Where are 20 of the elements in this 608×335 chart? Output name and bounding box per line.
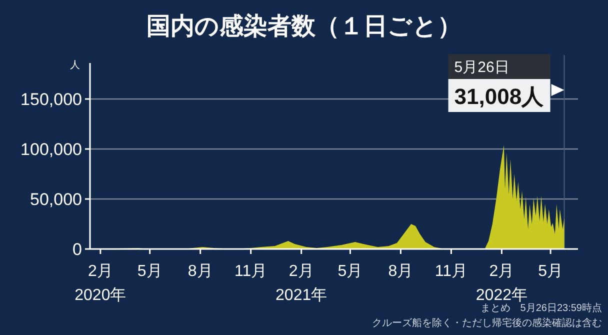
x-tick-label: 5月 xyxy=(137,263,162,280)
chart-title: 国内の感染者数（１日ごと） xyxy=(146,13,462,40)
x-tick-label: 2月 2022年 xyxy=(476,263,528,304)
text: クルーズ船を除く・ただし帰宅後の感染確認は含む xyxy=(372,317,602,329)
y-tick-label: 100,000 xyxy=(20,140,82,159)
x-tick-label: 5月 xyxy=(538,263,564,280)
x-tick-label: 2月 2021年 xyxy=(276,263,328,304)
x-tick-label: 11月 xyxy=(434,263,468,280)
x-tick-label: 8月 xyxy=(188,263,213,280)
annotation: 31,008人 xyxy=(454,84,545,109)
annotation: 5月26日 xyxy=(454,59,510,76)
text: まとめ 5月26日23:59時点 xyxy=(480,302,602,314)
y-tick-label: 50,000 xyxy=(30,190,82,209)
y-axis-title: 人 xyxy=(70,60,80,71)
y-tick-label: 0 xyxy=(72,240,82,259)
x-tick-label: 5月 xyxy=(338,263,363,280)
x-tick-label: 11月 xyxy=(234,263,268,280)
x-tick-label: 2月 2020年 xyxy=(74,263,126,304)
y-tick-label: 150,000 xyxy=(20,90,82,109)
x-tick-label: 8月 xyxy=(388,263,414,280)
